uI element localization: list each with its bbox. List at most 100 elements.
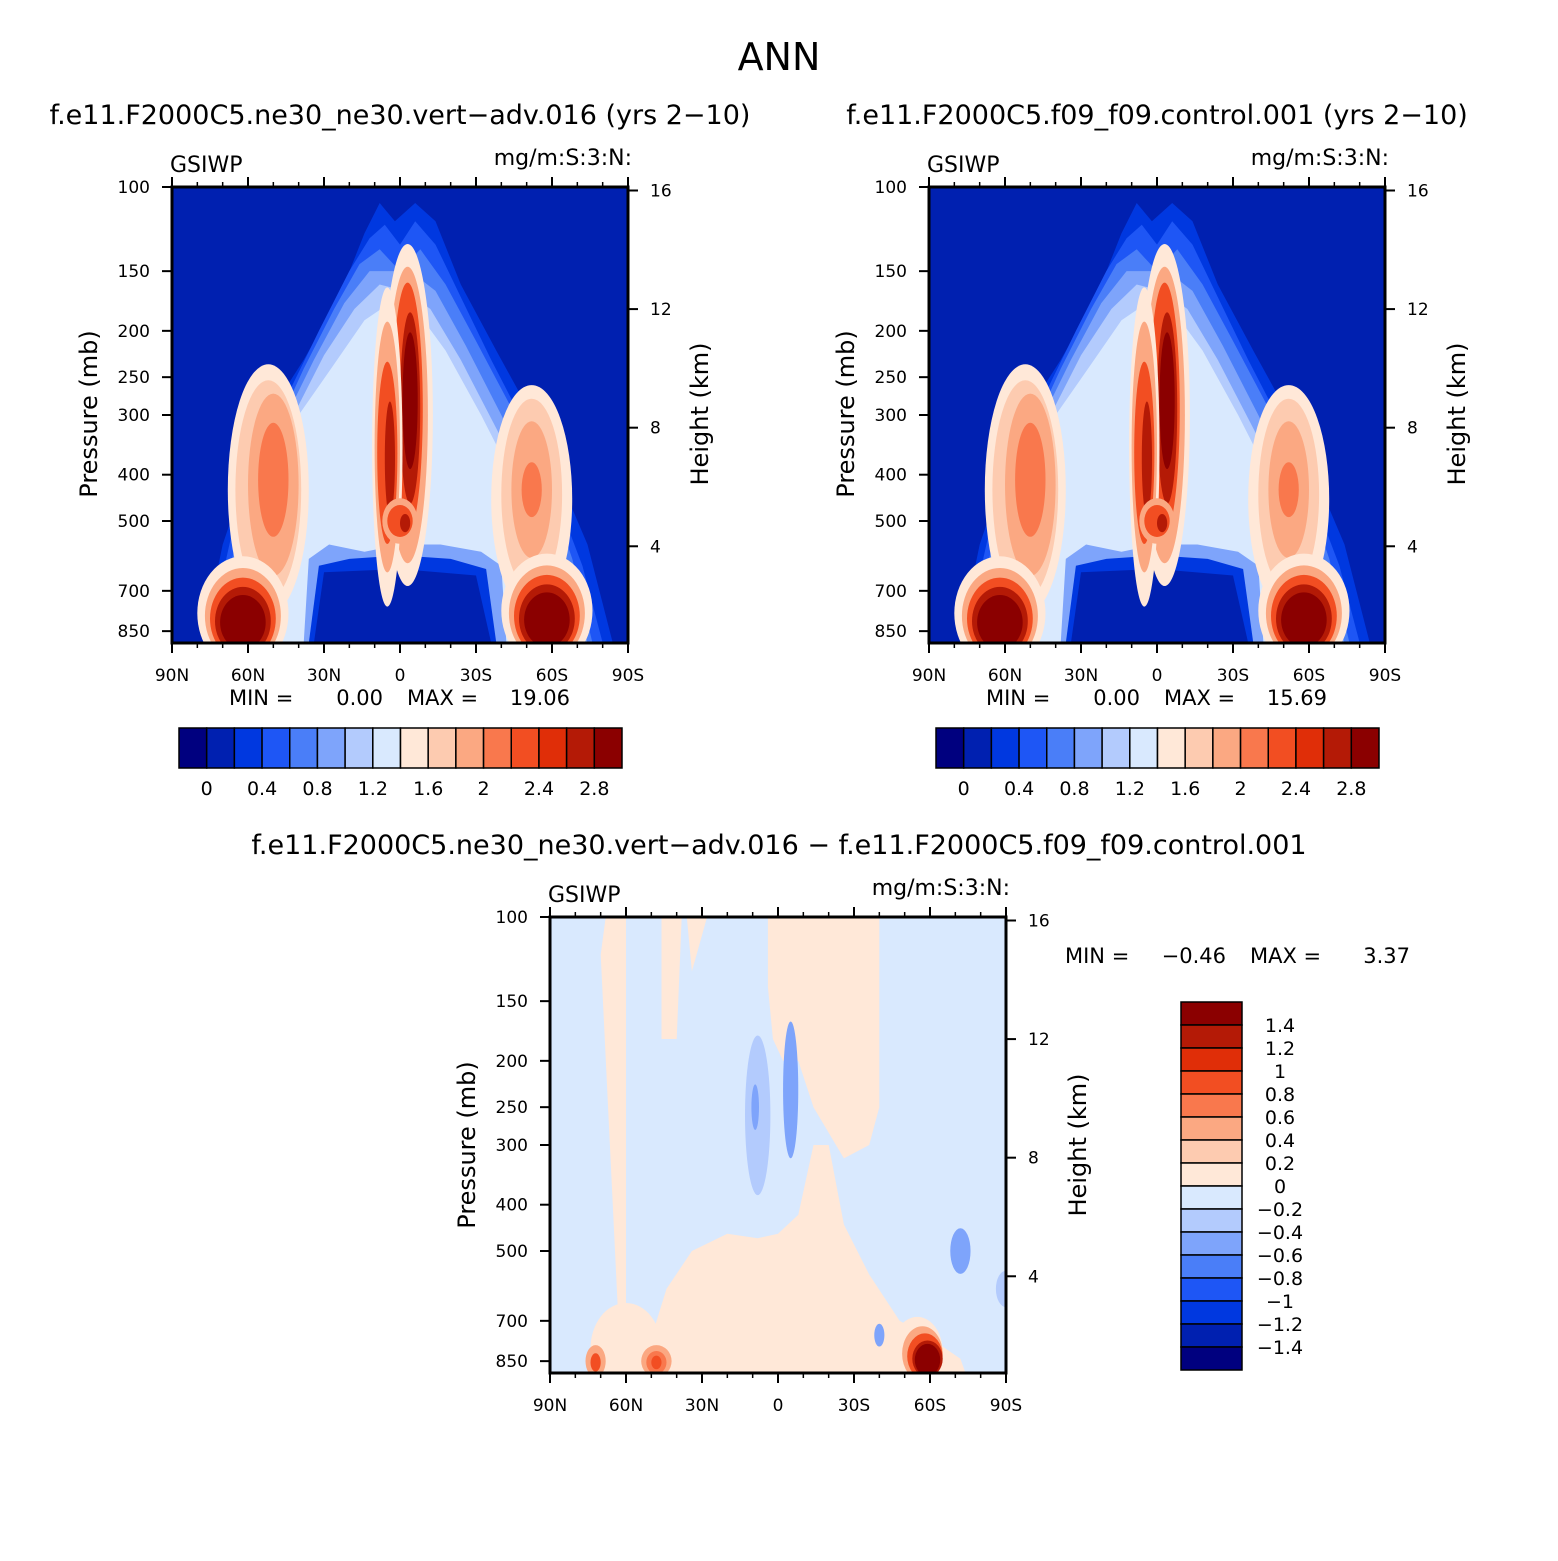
panel-3-ytick-label: 200: [496, 1052, 528, 1072]
panel-1-contour-12: [521, 462, 542, 518]
panel-2-colorbar-box: [1156, 727, 1186, 769]
panel-1-max-label: MAX =: [407, 686, 478, 710]
panel-1-contour-8: [220, 595, 266, 643]
panel-2-colorbar-label: 1.6: [1170, 778, 1200, 800]
panel-3-xtick-label: 30S: [838, 1396, 870, 1416]
panel-1-colorbar-box: [344, 727, 374, 769]
panel-3-band-4: [686, 917, 708, 972]
panel-1-xtick-label: 60S: [536, 666, 568, 686]
panel-3-ylabel: Pressure (mb): [453, 1061, 481, 1228]
panel-2-xtick-label: 60S: [1293, 666, 1325, 686]
panel-2-contour-3: [1015, 422, 1046, 537]
panel-1-min-value: 0.00: [336, 686, 383, 710]
panel-3-y2tick-label: 16: [1028, 912, 1050, 932]
panel-1-colorbar-box: [289, 727, 319, 769]
panel-3-xtick-label: 0: [773, 1396, 784, 1416]
panel-3-y2label: Height (km): [1064, 1074, 1092, 1217]
panel-3-colorbar-label: 0.2: [1265, 1153, 1295, 1175]
panel-3-right-label: mg/m:S:3:N:: [872, 876, 1010, 901]
panel-2-colorbar-box: [1322, 727, 1353, 769]
panel-3-colorbar-box: [1180, 1346, 1243, 1371]
panel-1-colorbar-label: 2.4: [524, 778, 554, 800]
panel-2-ylabel: Pressure (mb): [832, 330, 860, 497]
panel-1-field: [172, 187, 628, 643]
panel-3-colorbar-box: [1180, 1208, 1243, 1233]
panel-2-colorbar-box: [1350, 727, 1380, 769]
panel-3-title: f.e11.F2000C5.ne30_ne30.vert−adv.016 − f…: [251, 830, 1306, 861]
panel-3-ytick-label: 700: [496, 1312, 528, 1332]
panel-3-colorbar-label: 0.6: [1265, 1107, 1295, 1129]
panel-3-band-3: [661, 917, 682, 1039]
panel-3-ytick-label: 500: [496, 1242, 528, 1262]
panel-3-xtick-label: 60N: [609, 1396, 643, 1416]
panel-1-colorbar-box: [205, 727, 236, 769]
panel-3-colorbar-box: [1180, 1093, 1243, 1118]
panel-1-y2tick-label: 8: [650, 419, 661, 439]
panel-2-y2tick-label: 12: [1407, 300, 1429, 320]
panel-1-colorbar-box: [538, 727, 568, 769]
panel-1-ytick-label: 400: [118, 466, 150, 486]
panel-1-xtick-label: 90N: [155, 666, 189, 686]
panel-2: f.e11.F2000C5.f09_f09.control.001 (yrs 2…: [832, 100, 1471, 800]
panel-1-colorbar-box: [565, 727, 596, 769]
panel-2-y2tick-label: 16: [1407, 182, 1429, 202]
panel-3-colorbar-box: [1180, 1024, 1243, 1049]
panel-3-contours: [550, 917, 1006, 1373]
panel-3-colorbar-label: 1.4: [1265, 1015, 1295, 1037]
panel-2-contour-29: [1157, 514, 1168, 533]
panel-2-contour-22: [1159, 332, 1175, 470]
panel-2-lower-min: [1070, 569, 1249, 643]
panel-2-xtick-label: 0: [1152, 666, 1163, 686]
panel-2-y2label: Height (km): [1443, 343, 1471, 486]
panel-1-colorbar-box: [427, 727, 457, 769]
panel-1-y2tick-label: 4: [650, 537, 661, 557]
panel-2-ytick-label: 500: [875, 512, 907, 532]
panel-3-band-0: [600, 917, 626, 1373]
panel-3-contour-5: [651, 1355, 662, 1370]
panel-3-colorbar-label: 0.8: [1265, 1084, 1295, 1106]
panel-3-contour-2: [590, 1353, 601, 1372]
panel-2-colorbar-label: 2.8: [1336, 778, 1366, 800]
panel-1-title: f.e11.F2000C5.ne30_ne30.vert−adv.016 (yr…: [50, 100, 751, 131]
panel-2-colorbar-label: 0: [958, 778, 970, 800]
panel-2-colorbar-box: [1101, 727, 1131, 769]
panel-2-colorbar-box: [962, 727, 993, 769]
panel-1-y2tick-label: 12: [650, 300, 672, 320]
panel-2-colorbar: 0 0.4 0.8 1.2 1.6 2 2.4 2.8: [935, 727, 1380, 800]
panel-1-xtick-label: 0: [395, 666, 406, 686]
panel-1-ytick-label: 300: [118, 406, 150, 426]
panel-3-colorbar-box: [1180, 1300, 1243, 1325]
panel-3-ytick-label: 100: [496, 908, 528, 928]
panel-3-colorbar-box: [1180, 1139, 1243, 1164]
panel-3-colorbar-box: [1180, 1277, 1243, 1302]
panel-2-colorbar-box: [1212, 727, 1242, 769]
panel-3-colorbar-label: −1.4: [1257, 1337, 1303, 1359]
panel-3-max-value: 3.37: [1363, 944, 1410, 968]
panel-2-colorbar-box: [1129, 727, 1159, 769]
panel-1-ytick-label: 100: [118, 178, 150, 198]
panel-3-colorbar-box: [1180, 1231, 1243, 1256]
panel-3-contour-12: [751, 1084, 759, 1130]
panel-1-y2label: Height (km): [686, 343, 714, 486]
panel-2-xtick-label: 60N: [988, 666, 1022, 686]
panel-1-ytick-label: 850: [118, 622, 150, 642]
panel-3-y2tick-label: 12: [1028, 1030, 1050, 1050]
panel-2-colorbar-label: 2: [1235, 778, 1247, 800]
panel-2-xtick-label: 30N: [1064, 666, 1098, 686]
panel-1-lower-min: [313, 569, 492, 643]
panel-1: f.e11.F2000C5.ne30_ne30.vert−adv.016 (yr…: [50, 100, 751, 800]
panel-3-band-1: [636, 1145, 966, 1373]
panel-1-colorbar-label: 0: [201, 778, 213, 800]
panel-1-contour-26: [384, 401, 395, 516]
panel-1-colorbar-label: 1.2: [358, 778, 388, 800]
panel-2-contour-17: [1281, 592, 1327, 643]
panel-3-colorbar-label: −1.2: [1257, 1314, 1303, 1336]
panel-1-xtick-label: 60N: [231, 666, 265, 686]
panel-2-ytick-label: 400: [875, 466, 907, 486]
panel-1-colorbar-label: 0.8: [302, 778, 332, 800]
panel-3-left-label: GSIWP: [548, 883, 621, 908]
panel-2-ytick-label: 250: [875, 368, 907, 388]
panel-2-contours: [929, 187, 1385, 643]
panel-1-ytick-label: 250: [118, 368, 150, 388]
